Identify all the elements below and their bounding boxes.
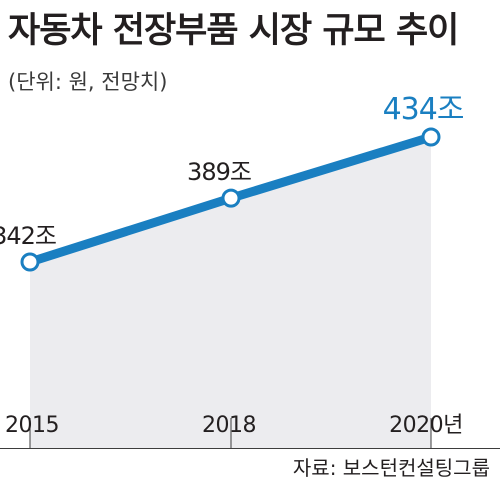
- x-tick-label-2015: 2015: [5, 413, 59, 438]
- x-tick-label-2018: 2018: [202, 413, 256, 438]
- area-fill: [30, 137, 431, 448]
- chart-subtitle: (단위: 원, 전망치): [8, 70, 168, 94]
- chart-baseline: [0, 448, 500, 449]
- data-point-2018: [221, 188, 241, 208]
- data-point-2020: [421, 127, 441, 147]
- data-point-2015: [20, 252, 40, 272]
- x-tick-label-2020: 2020년: [389, 413, 463, 438]
- data-label-2015: 342조: [0, 222, 56, 250]
- data-label-2018: 389조: [187, 158, 251, 186]
- source-note: 자료: 보스턴컨설팅그룹: [292, 456, 490, 480]
- chart-title: 자동차 전장부품 시장 규모 추이: [8, 11, 459, 51]
- data-label-2020: 434조: [383, 92, 464, 127]
